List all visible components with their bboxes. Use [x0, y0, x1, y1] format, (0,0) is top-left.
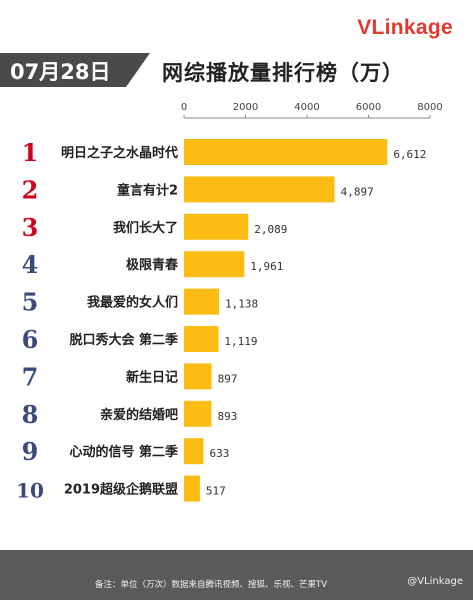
value-label: 893: [217, 410, 237, 423]
category-label: 童言有计2: [117, 182, 178, 198]
bar: [184, 176, 335, 203]
category-label: 我们长大了: [113, 220, 178, 236]
value-label: 1,119: [224, 335, 257, 348]
bar: [184, 438, 204, 465]
value-label: 4,897: [341, 185, 374, 198]
bar: [184, 213, 249, 240]
category-label: 新生日记: [126, 369, 178, 385]
vlinkage-logo: VLinkage: [357, 16, 453, 40]
bar: [184, 251, 245, 278]
weibo-handle: @VLinkage: [407, 576, 463, 587]
bar: [184, 400, 212, 427]
rank-number: 9: [22, 437, 39, 466]
chart-title: 网综播放量排行榜（万）: [162, 61, 404, 85]
value-label: 897: [218, 372, 238, 385]
value-label: 2,089: [254, 223, 287, 236]
logo-text: VLinkage: [357, 16, 453, 39]
bar: [184, 363, 212, 390]
category-label: 2019超级企鹅联盟: [64, 482, 178, 498]
rank-number: 1: [22, 138, 39, 167]
value-label: 1,961: [250, 260, 283, 273]
bar: [184, 139, 388, 165]
footer-bar: 备注：单位（万次）数据来自腾讯视频、搜狐、乐视、芒果TV @VLinkage: [0, 550, 473, 600]
x-tick-label: 0: [181, 102, 187, 113]
x-tick-label: 2000: [233, 102, 258, 113]
rank-number: 8: [22, 400, 39, 429]
bar: [184, 288, 219, 315]
category-label: 明日之子之水晶时代: [61, 145, 178, 161]
date-label: 07月28日: [10, 60, 111, 84]
rank-number: 2: [22, 175, 39, 204]
value-label: 633: [209, 447, 229, 460]
category-label: 心动的信号 第二季: [69, 444, 178, 460]
value-label: 517: [206, 485, 226, 498]
category-label: 我最爱的女人们: [87, 295, 178, 311]
value-label: 6,612: [393, 148, 426, 161]
bar: [184, 475, 200, 502]
x-tick-label: 4000: [294, 102, 319, 113]
category-label: 脱口秀大会 第二季: [69, 332, 178, 348]
bar-chart: 0 2000 4000 6000 8000 1 明日之子之水晶时代 6,612 2 童言有计2 4,…: [16, 102, 443, 503]
category-label: 亲爱的结婚吧: [100, 407, 178, 423]
date-badge: 07月28日: [0, 53, 150, 87]
rank-number: 6: [22, 325, 39, 354]
value-label: 1,138: [225, 298, 258, 311]
x-tick-label: 6000: [356, 102, 381, 113]
rank-number: 4: [22, 250, 39, 279]
rank-number: 10: [16, 479, 44, 503]
x-tick-label: 8000: [417, 102, 442, 113]
bar: [184, 326, 219, 352]
source-note: 备注：单位（万次）数据来自腾讯视频、搜狐、乐视、芒果TV: [95, 580, 328, 590]
rank-number: 3: [22, 213, 39, 242]
rank-number: 5: [22, 288, 39, 317]
category-label: 极限青春: [126, 257, 179, 273]
rank-number: 7: [22, 362, 39, 391]
